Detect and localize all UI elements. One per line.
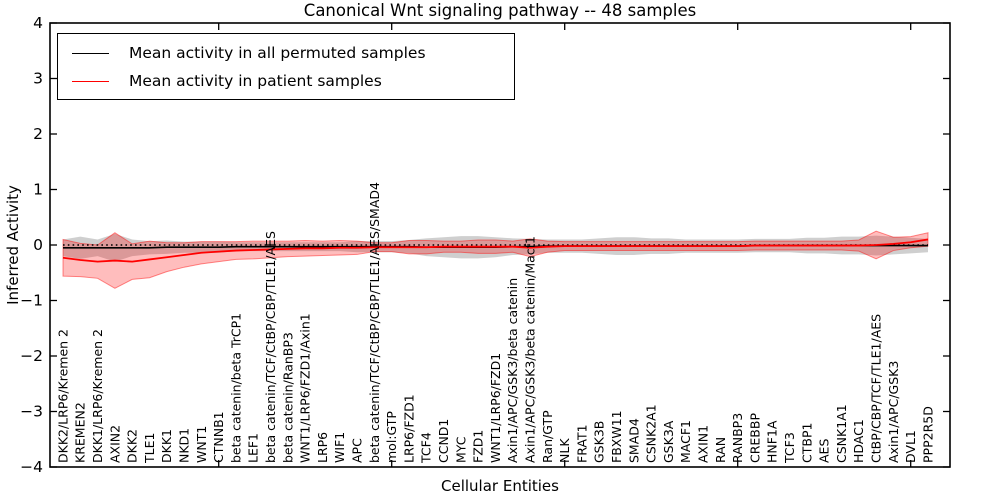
legend-item-permuted: Mean activity in all permuted samples bbox=[58, 39, 514, 67]
y-tick-label: −1 bbox=[20, 292, 43, 310]
x-tick-label: GSK3A bbox=[661, 420, 676, 463]
y-tick-label: −3 bbox=[20, 403, 43, 421]
x-tick-label: CTBP1 bbox=[799, 423, 814, 463]
x-tick-label: LEF1 bbox=[246, 433, 261, 463]
legend-item-patient: Mean activity in patient samples bbox=[58, 67, 514, 95]
x-tick-label: CSNK2A1 bbox=[644, 404, 659, 463]
x-tick-label: TCF3 bbox=[782, 432, 797, 464]
y-tick-label: 0 bbox=[33, 236, 43, 254]
x-tick-label: KREMEN2 bbox=[73, 402, 88, 463]
x-tick-label: WNT1 bbox=[194, 426, 209, 463]
x-axis-label: Cellular Entities bbox=[441, 477, 559, 495]
y-tick-label: 2 bbox=[33, 125, 43, 143]
x-tick-label: TLE1 bbox=[142, 433, 157, 464]
y-tick-label: 1 bbox=[33, 181, 43, 199]
patient-mean-line bbox=[62, 238, 929, 263]
x-tick-label: Axin1/APC/GSK3/beta catenin/Macf1 bbox=[522, 236, 537, 463]
x-tick-label: Axin1/APC/GSK3 bbox=[886, 361, 901, 463]
x-tick-label: beta catenin/RanBP3 bbox=[280, 332, 295, 463]
chart-title: Canonical Wnt signaling pathway -- 48 sa… bbox=[303, 1, 697, 20]
x-tick-label: GSK3B bbox=[592, 421, 607, 463]
x-tick-label: AES bbox=[817, 439, 832, 463]
x-tick-label: mol:GTP bbox=[384, 411, 399, 463]
y-tick-label: 3 bbox=[33, 70, 43, 88]
x-tick-label: FRAT1 bbox=[574, 424, 589, 463]
x-tick-label: APC bbox=[349, 438, 364, 463]
x-tick-label: DKK2 bbox=[125, 429, 140, 463]
x-tick-label: CSNK1A1 bbox=[834, 404, 849, 463]
x-tick-label: FBXW11 bbox=[609, 410, 624, 463]
x-tick-label: AXIN1 bbox=[695, 425, 710, 463]
x-tick-label: beta catenin/TCF/CtBP/CBP/TLE1/AES bbox=[263, 231, 278, 463]
x-tick-label: DKK1 bbox=[159, 429, 174, 463]
x-tick-label: beta catenin/beta TrCP1 bbox=[228, 313, 243, 463]
permuted-line-swatch bbox=[72, 52, 109, 54]
x-tick-label: CtBP/CBP/TCF/TLE1/AES bbox=[868, 314, 883, 463]
x-tick-label: CCND1 bbox=[436, 419, 451, 463]
x-tick-label: AXIN2 bbox=[107, 425, 122, 463]
x-tick-label: beta catenin/TCF/CtBP/CBP/TLE1/AES/SMAD4 bbox=[367, 182, 382, 463]
x-tick-label: NKD1 bbox=[176, 428, 191, 463]
x-tick-label: LRP6/FZD1 bbox=[401, 394, 416, 463]
legend-label-permuted: Mean activity in all permuted samples bbox=[129, 44, 426, 62]
x-tick-label: DKK2/LRP6/Kremen 2 bbox=[55, 329, 70, 463]
y-tick-label: −4 bbox=[20, 458, 43, 476]
x-tick-label: CTNNB1 bbox=[211, 411, 226, 463]
patient-line-swatch bbox=[72, 80, 109, 82]
x-tick-label: WNT1/LRP6/FZD1 bbox=[488, 353, 503, 463]
x-tick-label: RANBP3 bbox=[730, 413, 745, 463]
x-tick-label: Ran/GTP bbox=[540, 410, 555, 463]
x-tick-label: HDAC1 bbox=[851, 419, 866, 463]
x-tick-label: NLK bbox=[557, 438, 572, 463]
legend-label-patient: Mean activity in patient samples bbox=[129, 72, 382, 90]
x-tick-label: MACF1 bbox=[678, 420, 693, 463]
x-tick-label: HNF1A bbox=[765, 420, 780, 463]
x-tick-label: WNT1/LRP6/FZD1/Axin1 bbox=[298, 313, 313, 463]
y-tick-label: −2 bbox=[20, 347, 43, 365]
x-tick-label: TCF4 bbox=[419, 432, 434, 464]
x-tick-label: CREBBP bbox=[747, 413, 762, 463]
x-tick-label: SMAD4 bbox=[626, 418, 641, 463]
x-tick-label: Axin1/APC/GSK3/beta catenin bbox=[505, 278, 520, 463]
x-tick-label: DKK1/LRP6/Kremen 2 bbox=[90, 329, 105, 463]
x-tick-label: WIF1 bbox=[332, 432, 347, 463]
legend: Mean activity in all permuted samples Me… bbox=[57, 33, 515, 100]
x-tick-label: MYC bbox=[453, 436, 468, 463]
y-tick-label: 4 bbox=[33, 14, 43, 32]
x-tick-label: FZD1 bbox=[471, 430, 486, 463]
x-tick-label: LRP6 bbox=[315, 432, 330, 463]
x-tick-label: RAN bbox=[713, 437, 728, 463]
x-tick-label: PPP2R5D bbox=[920, 406, 935, 463]
x-tick-label: DVL1 bbox=[903, 430, 918, 463]
